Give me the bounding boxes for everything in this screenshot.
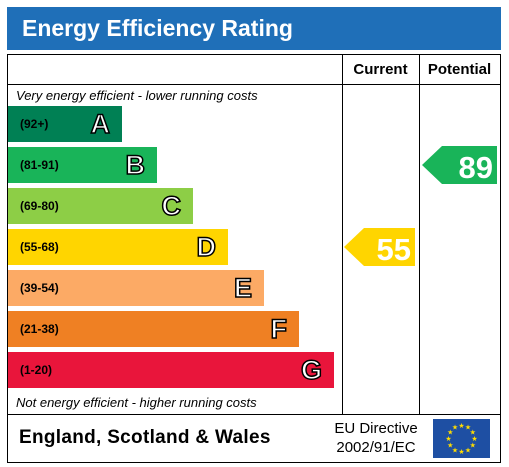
band-a: (92+) A — [8, 106, 122, 142]
band-b: (81-91) B — [8, 147, 157, 183]
divider-current — [342, 55, 343, 415]
band-range-label: (69-80) — [20, 199, 59, 213]
band-letter: E — [233, 272, 253, 304]
band-range-label: (1-20) — [20, 363, 53, 377]
band-letter: G — [300, 354, 323, 386]
footer-divider — [8, 414, 500, 415]
band-c: (69-80) C — [8, 188, 193, 224]
region-label: England, Scotland & Wales — [19, 427, 271, 448]
eu-directive: EU Directive 2002/91/EC — [326, 419, 426, 457]
band-range-label: (81-91) — [20, 158, 59, 172]
eu-directive-line2: 2002/91/EC — [336, 439, 416, 456]
band-f: (21-38) F — [8, 311, 299, 347]
eu-star-icon: ★ — [470, 429, 476, 437]
column-header-potential: Potential — [427, 61, 492, 78]
band-range-label: (39-54) — [20, 281, 59, 295]
potential-rating-arrow-shape — [422, 146, 497, 184]
eu-star-icon: ★ — [458, 422, 464, 430]
eu-star-icon: ★ — [447, 429, 453, 437]
eu-star-icon: ★ — [471, 435, 477, 443]
band-letter: F — [270, 313, 288, 345]
column-header-current: Current — [353, 61, 408, 78]
eu-flag-icon: ★ ★ ★ ★ ★ ★ ★ ★ ★ ★ ★ ★ — [433, 419, 490, 458]
eu-directive-line1: EU Directive — [334, 420, 418, 437]
header-divider — [8, 84, 500, 85]
potential-rating-arrow-value: 89 — [459, 150, 493, 185]
bottom-note: Not energy efficient - higher running co… — [16, 395, 257, 410]
band-letter: B — [125, 149, 146, 181]
rating-frame: Current Potential Very energy efficient … — [7, 54, 501, 463]
eu-star-icon: ★ — [452, 424, 458, 432]
band-letter: A — [90, 108, 111, 140]
band-letter: C — [161, 190, 182, 222]
band-d: (55-68) D — [8, 229, 228, 265]
potential-rating-arrow: 89 — [422, 146, 497, 185]
eu-star-icon: ★ — [445, 435, 451, 443]
eu-star-icon: ★ — [465, 446, 471, 454]
eu-star-icon: ★ — [465, 424, 471, 432]
current-rating-arrow-shape — [344, 228, 415, 266]
band-g: (1-20) G — [8, 352, 334, 388]
eu-star-icon: ★ — [470, 442, 476, 450]
band-range-label: (92+) — [20, 117, 49, 131]
divider-potential — [419, 55, 420, 415]
chart-title: Energy Efficiency Rating — [7, 7, 501, 50]
band-range-label: (21-38) — [20, 322, 59, 336]
eu-star-icon: ★ — [452, 446, 458, 454]
current-rating-arrow: 55 — [344, 228, 415, 267]
band-e: (39-54) E — [8, 270, 264, 306]
band-range-label: (55-68) — [20, 240, 59, 254]
top-note: Very energy efficient - lower running co… — [16, 88, 258, 103]
band-letter: D — [196, 231, 217, 263]
eu-star-icon: ★ — [458, 448, 464, 456]
current-rating-arrow-value: 55 — [377, 232, 411, 267]
eu-star-icon: ★ — [447, 442, 453, 450]
